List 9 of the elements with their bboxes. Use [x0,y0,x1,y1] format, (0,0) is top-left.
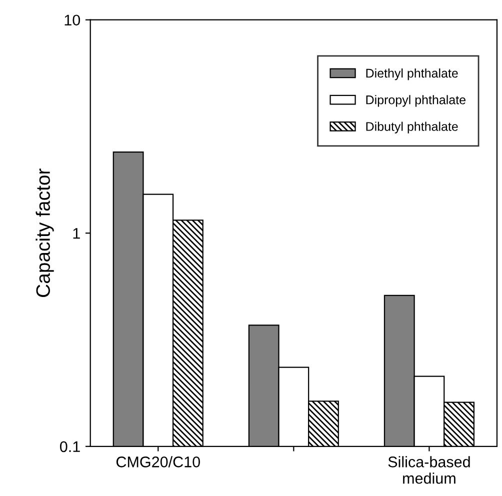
y-tick-label: 1 [73,228,80,239]
x-tick-label: Silica-based medium [388,456,470,484]
x-tick-label: CMG20/C10 [116,456,200,468]
legend-label: Diethyl phthalate [366,68,458,80]
legend-label: Dibutyl phthalate [366,122,458,134]
y-tick-label: 0.1 [60,441,80,452]
y-axis-title: Capacity factor [36,168,54,297]
legend-label: Dipropyl phthalate [366,95,466,107]
y-tick-label: 10 [64,14,80,26]
